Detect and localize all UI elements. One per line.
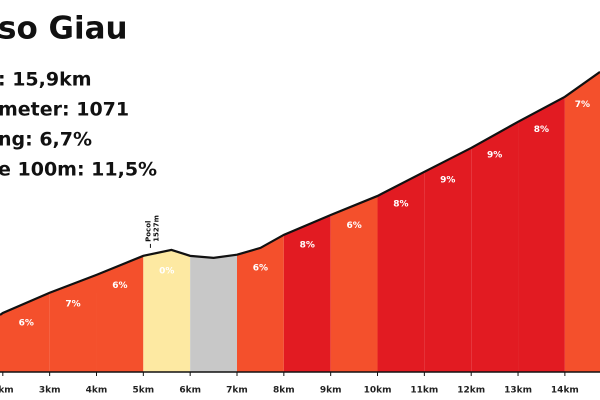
x-tick-label: 10km [364,386,392,396]
gradient-segment [518,96,565,372]
x-tick-label: 11km [410,386,438,396]
gradient-label: 8% [300,240,315,250]
x-tick-label: 5km [133,386,155,396]
x-tick-label: 9km [320,386,342,396]
gradient-segment [564,71,600,373]
gradient-segment [49,274,97,372]
x-tick-label: km [0,386,14,396]
chart-title: so Giau [0,11,128,47]
x-tick-label: 13km [504,386,532,396]
gradient-segment [0,292,50,372]
x-tick-label: 7km [226,386,248,396]
gradient-segment [283,214,331,372]
gradient-segment [377,171,425,372]
gradient-label: 8% [393,199,408,209]
gradient-label: 9% [487,150,502,160]
annotation-label: 1527m [152,215,160,242]
gradient-label: 6% [19,318,34,328]
gradient-segment [424,147,472,372]
gradient-segment [237,234,284,372]
gradient-segment [471,121,519,372]
gradient-label: 6% [346,221,361,231]
gradient-segment [330,195,378,372]
gradient-label: 7% [65,299,80,309]
x-tick-label: 4km [86,386,108,396]
gradient-segment [143,249,191,372]
profile-line [0,70,600,316]
stat-line: : 15,9km [0,69,92,91]
gradient-label: 7% [575,100,590,110]
annotation-name: Pocol [144,221,152,242]
gradient-segment [96,255,144,372]
x-tick-label: 6km [179,386,201,396]
gradient-label: 8% [534,125,549,135]
x-tick-label: 8km [273,386,295,396]
stat-line: meter: 1071 [0,99,129,121]
gradient-label: 6% [112,281,127,291]
gradient-label: 6% [253,263,268,273]
stat-line: e 100m: 11,5% [0,159,157,181]
x-tick-label: 12km [457,386,485,396]
x-tick-label: 3km [39,386,61,396]
gradient-segment [190,254,238,372]
stat-line: ng: 6,7% [0,129,92,151]
gradient-label: 0% [159,266,174,276]
gradient-label: 9% [440,175,455,185]
x-tick-label: 14km [551,386,579,396]
